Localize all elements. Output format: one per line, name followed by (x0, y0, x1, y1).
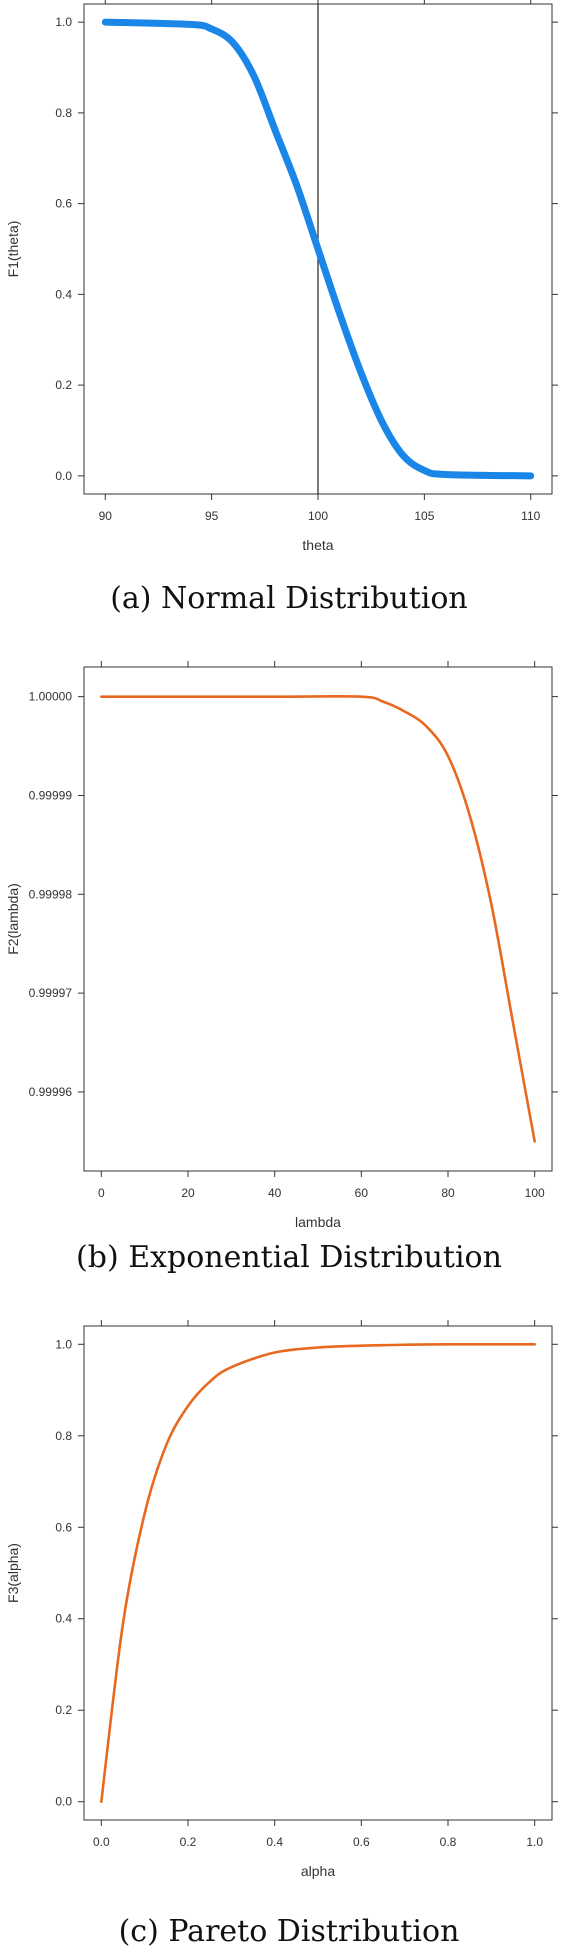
chart-2: 0 20 40 60 80 100 0.99996 0.99997 0.99998 0.99999… (5, 661, 558, 1275)
x-axis-title: lambda (295, 1214, 341, 1230)
plot-frame (83, 1325, 553, 1821)
chart-caption: (a) Normal Distribution (110, 581, 468, 616)
x-tick-label: 40 (268, 1186, 282, 1200)
y-tick-label: 0.99997 (29, 986, 73, 1000)
y-tick-label: 0.2 (55, 1703, 72, 1717)
y-axis-title: F2(lambda) (5, 883, 21, 955)
x-tick-label: 100 (525, 1186, 545, 1200)
y-tick-label: 0.2 (55, 378, 72, 392)
x-tick-label: 100 (308, 509, 328, 523)
y-tick-label: 1.0 (55, 1337, 72, 1351)
y-tick-label: 1.0 (55, 15, 72, 29)
y-tick-label: 0.0 (55, 1795, 72, 1809)
y-tick-label: 0.4 (55, 287, 72, 301)
x-tick-label: 80 (441, 1186, 455, 1200)
x-tick-label: 105 (414, 509, 434, 523)
y-tick-label: 0.99998 (29, 887, 73, 901)
chart-1: 90 95 100 105 110 0.0 0.2 0.4 0.6 0.8 1.0 theta F1(t… (5, 0, 558, 616)
x-tick-label: 0.8 (440, 1835, 457, 1849)
x-tick-label: 0.0 (93, 1835, 110, 1849)
y-tick-label: 0.6 (55, 197, 72, 211)
y-tick-label: 0.4 (55, 1612, 72, 1626)
y-tick-label: 0.99996 (29, 1085, 73, 1099)
y-tick-label: 0.0 (55, 469, 72, 483)
x-tick-label: 95 (205, 509, 219, 523)
x-axis-title: alpha (301, 1863, 335, 1879)
chart-caption: (b) Exponential Distribution (76, 1240, 502, 1275)
x-tick-label: 60 (355, 1186, 369, 1200)
y-axis-title: F1(theta) (5, 221, 21, 278)
series-line (100, 1342, 536, 1803)
y-tick-label: 0.99999 (29, 788, 73, 802)
chart-caption: (c) Pareto Distribution (119, 1914, 460, 1949)
y-tick-label: 0.6 (55, 1520, 72, 1534)
plot-frame (83, 666, 553, 1172)
x-tick-label: 0.4 (266, 1835, 283, 1849)
x-tick-label: 20 (181, 1186, 195, 1200)
x-tick-label: 0.2 (180, 1835, 197, 1849)
series-line (101, 18, 535, 480)
x-tick-label: 1.0 (526, 1835, 543, 1849)
x-tick-label: 90 (99, 509, 113, 523)
y-tick-label: 0.8 (55, 1429, 72, 1443)
chart-3: 0.0 0.2 0.4 0.6 0.8 1.0 0.0 0.2 0.4 0.6 0.8 1.0 alph… (5, 1320, 558, 1949)
x-tick-label: 110 (521, 509, 540, 523)
y-tick-label: 0.8 (55, 106, 72, 120)
y-axis-title: F3(alpha) (5, 1543, 21, 1603)
y-tick-label: 1.00000 (29, 690, 73, 704)
x-tick-label: 0 (98, 1186, 105, 1200)
series-line (100, 694, 536, 1143)
x-axis-title: theta (302, 537, 333, 553)
x-tick-label: 0.6 (353, 1835, 370, 1849)
